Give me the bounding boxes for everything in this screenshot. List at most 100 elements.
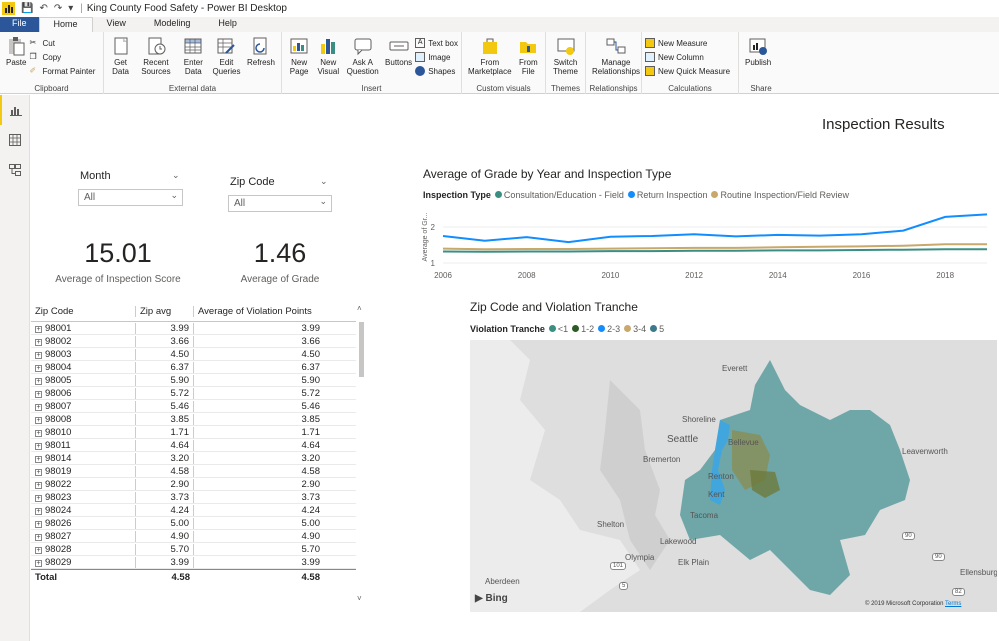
undo-icon[interactable]: ↶: [39, 3, 48, 14]
zip-code-cell: +98008: [31, 413, 136, 425]
save-icon[interactable]: 💾: [21, 3, 34, 14]
new-visual-button[interactable]: New Visual: [313, 34, 343, 94]
zip-slicer-collapse-icon[interactable]: ⌄: [320, 176, 328, 186]
enter-data-button[interactable]: Enter Data: [178, 34, 209, 94]
expand-icon[interactable]: +: [35, 520, 42, 528]
column-header-violation-points[interactable]: Average of Violation Points: [198, 306, 312, 317]
model-view-icon[interactable]: [0, 155, 30, 185]
table-row[interactable]: +98010 1.71 1.71: [31, 426, 356, 439]
legend-item-consultation[interactable]: Consultation/Education - Field: [494, 190, 624, 200]
table-row[interactable]: +98027 4.90 4.90: [31, 530, 356, 543]
shapes-button[interactable]: Shapes: [415, 66, 458, 76]
expand-icon[interactable]: +: [35, 455, 42, 463]
tab-help[interactable]: Help: [218, 18, 237, 28]
map-legend-item[interactable]: 1-2: [572, 324, 594, 334]
table-row[interactable]: +98002 3.66 3.66: [31, 335, 356, 348]
expand-icon[interactable]: +: [35, 494, 42, 502]
map-legend-item[interactable]: 2-3: [598, 324, 620, 334]
manage-relationships-button[interactable]: Manage Relationships: [589, 34, 643, 94]
table-row[interactable]: +98005 5.90 5.90: [31, 374, 356, 387]
image-button[interactable]: Image: [415, 52, 458, 62]
format-painter-button[interactable]: ✐ Format Painter: [29, 66, 96, 76]
legend-item-return[interactable]: Return Inspection: [627, 190, 707, 200]
paste-button[interactable]: Paste: [3, 34, 29, 94]
from-file-button[interactable]: From File: [515, 34, 542, 94]
table-row[interactable]: +98019 4.58 4.58: [31, 465, 356, 478]
expand-icon[interactable]: +: [35, 481, 42, 489]
ask-question-button[interactable]: Ask A Question: [343, 34, 382, 94]
map-visual[interactable]: Everett Shoreline Seattle Bellevue Breme…: [470, 340, 997, 612]
month-slicer-collapse-icon[interactable]: ⌄: [172, 170, 180, 180]
table-row[interactable]: +98029 3.99 3.99: [31, 556, 356, 569]
publish-button[interactable]: Publish: [742, 34, 774, 94]
new-measure-button[interactable]: New Measure: [645, 38, 730, 48]
table-row[interactable]: +98006 5.72 5.72: [31, 387, 356, 400]
scroll-up-icon[interactable]: ˄: [357, 304, 362, 313]
text-box-button[interactable]: A Text box: [415, 38, 458, 48]
column-header-zip-avg[interactable]: Zip avg: [136, 306, 194, 317]
expand-icon[interactable]: +: [35, 338, 42, 346]
expand-icon[interactable]: +: [35, 468, 42, 476]
edit-queries-button[interactable]: Edit Queries: [209, 34, 244, 94]
table-row[interactable]: +98011 4.64 4.64: [31, 439, 356, 452]
expand-icon[interactable]: +: [35, 390, 42, 398]
table-row[interactable]: +98026 5.00 5.00: [31, 517, 356, 530]
tab-view[interactable]: View: [106, 18, 126, 28]
recent-sources-button[interactable]: Recent Sources: [134, 34, 178, 94]
new-quick-measure-button[interactable]: New Quick Measure: [645, 66, 730, 76]
expand-icon[interactable]: +: [35, 351, 42, 359]
new-column-button[interactable]: New Column: [645, 52, 730, 62]
road-shield-90-east: 90: [932, 553, 945, 561]
expand-icon[interactable]: +: [35, 325, 42, 333]
table-row[interactable]: +98028 5.70 5.70: [31, 543, 356, 556]
tab-home[interactable]: Home: [38, 17, 93, 32]
switch-theme-button[interactable]: Switch Theme: [549, 34, 582, 94]
table-row[interactable]: +98001 3.99 3.99: [31, 322, 356, 335]
table-row[interactable]: +98003 4.50 4.50: [31, 348, 356, 361]
data-view-icon[interactable]: [0, 125, 30, 155]
violation-points-cell: 4.90: [301, 530, 321, 542]
table-row[interactable]: +98023 3.73 3.73: [31, 491, 356, 504]
theme-icon: [556, 36, 576, 56]
buttons-button[interactable]: Buttons: [382, 34, 415, 94]
column-header-zip-code[interactable]: Zip Code: [31, 306, 136, 317]
zip-slicer-dropdown[interactable]: All ⌄: [228, 195, 332, 212]
refresh-button[interactable]: Refresh: [244, 34, 278, 94]
expand-icon[interactable]: +: [35, 507, 42, 515]
tab-modeling[interactable]: Modeling: [153, 18, 191, 28]
redo-icon[interactable]: ↷: [53, 3, 63, 14]
expand-icon[interactable]: +: [35, 364, 42, 372]
table-row[interactable]: +98024 4.24 4.24: [31, 504, 356, 517]
table-row[interactable]: +98022 2.90 2.90: [31, 478, 356, 491]
from-marketplace-button[interactable]: From Marketplace: [465, 34, 515, 94]
customize-quick-access-icon[interactable]: ▾: [68, 3, 74, 14]
table-scrollbar-thumb[interactable]: [359, 322, 364, 377]
expand-icon[interactable]: +: [35, 546, 42, 554]
month-slicer-dropdown[interactable]: All ⌄: [78, 189, 183, 206]
expand-icon[interactable]: +: [35, 403, 42, 411]
scroll-down-icon[interactable]: ˅: [357, 594, 362, 603]
expand-icon[interactable]: +: [35, 442, 42, 450]
table-row[interactable]: +98008 3.85 3.85: [31, 413, 356, 426]
cut-button[interactable]: ✂ Cut: [29, 38, 55, 48]
map-legend-item[interactable]: 3-4: [624, 324, 646, 334]
table-row[interactable]: +98007 5.46 5.46: [31, 400, 356, 413]
tab-file[interactable]: File: [0, 17, 39, 32]
expand-icon[interactable]: +: [35, 416, 42, 424]
terms-link[interactable]: Terms: [945, 601, 962, 607]
zip-avg-cell: 4.64: [136, 439, 194, 451]
copy-button[interactable]: ❐ Copy: [29, 52, 62, 62]
expand-icon[interactable]: +: [35, 377, 42, 385]
report-view-icon[interactable]: [0, 95, 30, 125]
map-legend-item[interactable]: 5: [650, 324, 664, 334]
table-row[interactable]: +98004 6.37 6.37: [31, 361, 356, 374]
expand-icon[interactable]: +: [35, 429, 42, 437]
table-row[interactable]: +98014 3.20 3.20: [31, 452, 356, 465]
table-scrollbar[interactable]: ˄ ˅: [357, 304, 365, 603]
expand-icon[interactable]: +: [35, 533, 42, 541]
legend-item-routine[interactable]: Routine Inspection/Field Review: [711, 190, 849, 200]
map-legend-item[interactable]: <1: [548, 324, 568, 334]
get-data-button[interactable]: Get Data: [107, 34, 134, 94]
expand-icon[interactable]: +: [35, 559, 42, 567]
new-page-button[interactable]: New Page: [285, 34, 313, 94]
